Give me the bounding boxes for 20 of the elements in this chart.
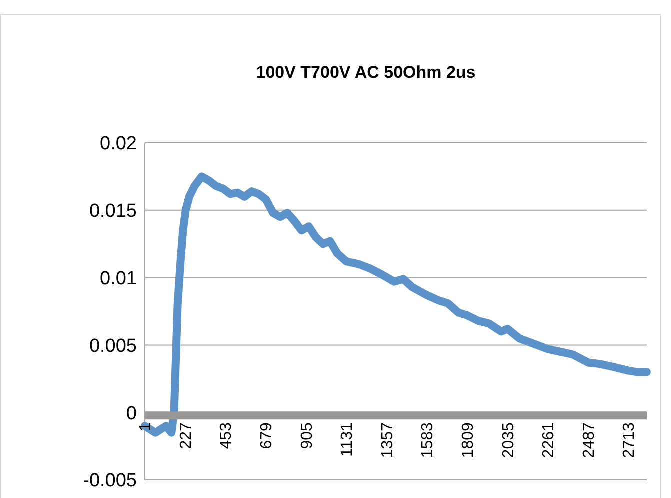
- x-tick-label: 2035: [500, 422, 518, 458]
- x-tick-label: 1583: [420, 422, 437, 458]
- chart-title: 100V T700V AC 50Ohm 2us: [256, 63, 476, 82]
- x-tick-label: 2261: [540, 422, 558, 458]
- x-tick-label: 679: [258, 422, 276, 450]
- y-tick-label: 0.02: [100, 134, 137, 155]
- y-tick-label: 0: [126, 403, 137, 424]
- x-tick-label: 2713: [621, 422, 638, 458]
- x-tick-label: 2487: [580, 422, 598, 458]
- x-tick-label: 1357: [379, 422, 396, 458]
- y-tick-label: 0.005: [89, 336, 137, 357]
- x-tick-label: 905: [298, 422, 316, 450]
- x-tick-label: 1: [138, 422, 155, 432]
- y-tick-label: 0.01: [100, 268, 137, 290]
- x-tick-label: 1131: [339, 422, 356, 458]
- y-tick-label: -0.005: [83, 470, 137, 492]
- x-tick-label: 1809: [460, 422, 478, 458]
- y-tick-label: 0.015: [89, 201, 137, 222]
- x-tick-label: 453: [218, 422, 236, 450]
- x-tick-label: 227: [178, 422, 195, 450]
